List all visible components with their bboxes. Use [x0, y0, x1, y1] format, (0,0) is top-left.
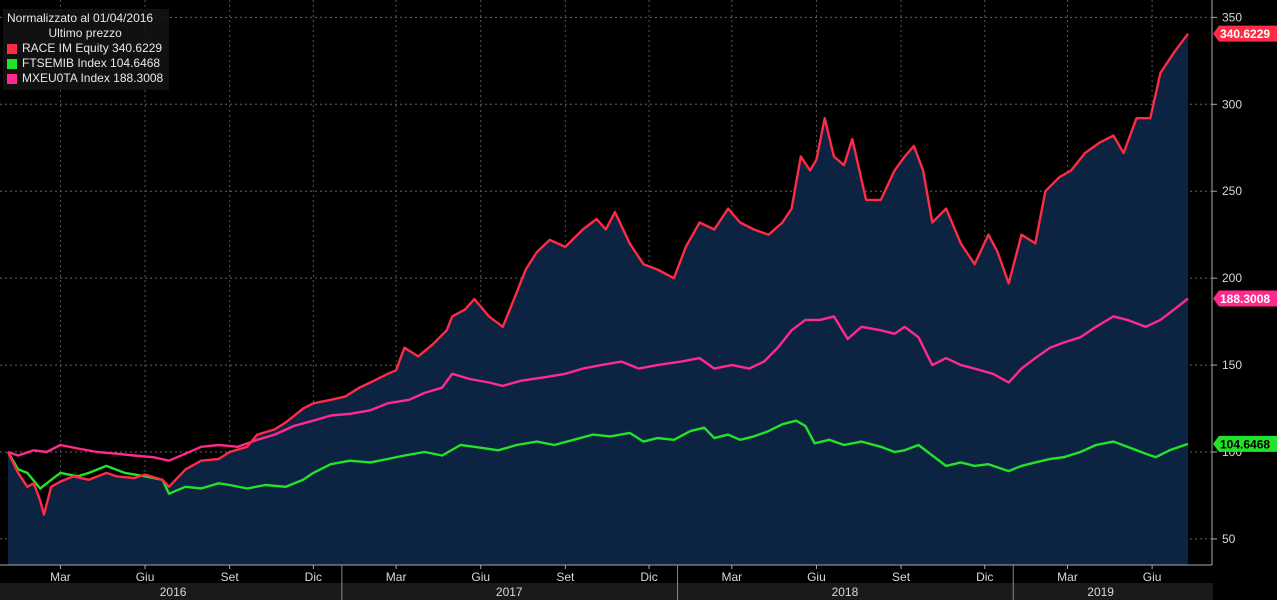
last-value-label-race: 340.6229 — [1220, 27, 1270, 41]
legend-label-ftsemib: FTSEMIB Index — [22, 56, 107, 70]
year-band — [0, 583, 1213, 600]
legend-entry-ftsemib: FTSEMIB Index 104.6468 — [7, 56, 163, 71]
legend-value-ftsemib: 104.6468 — [110, 56, 161, 70]
legend-entry-mxeu: MXEU0TA Index 188.3008 — [7, 71, 163, 86]
legend-title: Normalizzato al 01/04/2016 — [7, 11, 154, 25]
y-tick-label-200: 200 — [1222, 271, 1242, 285]
legend-value-mxeu: 188.3008 — [113, 71, 164, 85]
last-value-tag-mxeu0ta — [1213, 290, 1277, 307]
last-value-tag-ftsemib — [1213, 435, 1277, 452]
x-tick-label-6: Set — [556, 570, 575, 584]
area-fill-race — [8, 33, 1188, 565]
legend-entry-race: RACE IM Equity 340.6229 — [7, 41, 163, 56]
last-value-label-mxeu0ta: 188.3008 — [1220, 292, 1270, 306]
x-tick-label-2: Set — [221, 570, 240, 584]
y-tick-label-250: 250 — [1222, 184, 1242, 198]
x-tick-label-1: Giu — [136, 570, 155, 584]
last-value-tag-race — [1213, 25, 1277, 42]
year-label-2017: 2017 — [496, 585, 523, 599]
x-tick-label-8: Mar — [721, 570, 742, 584]
legend: Normalizzato al 01/04/2016 Ultimo prezzo… — [3, 9, 170, 90]
legend-swatch-race — [7, 43, 17, 54]
year-label-2018: 2018 — [832, 585, 859, 599]
x-tick-label-3: Dic — [305, 570, 322, 584]
legend-swatch-ftsemib — [7, 58, 17, 69]
x-tick-label-5: Giu — [471, 570, 490, 584]
x-tick-label-13: Giu — [1143, 570, 1162, 584]
year-label-2019: 2019 — [1087, 585, 1114, 599]
legend-label-mxeu: MXEU0TA Index — [22, 71, 110, 85]
last-value-label-ftsemib: 104.6468 — [1220, 437, 1270, 451]
year-label-2016: 2016 — [160, 585, 187, 599]
y-tick-label-300: 300 — [1222, 97, 1242, 111]
x-tick-label-11: Dic — [976, 570, 993, 584]
series-line-mxeu0ta — [7, 297, 1189, 462]
legend-label-race: RACE IM Equity — [22, 41, 109, 55]
legend-swatch-mxeu — [7, 73, 17, 84]
y-tick-label-50: 50 — [1222, 532, 1236, 546]
series-line-ftsemib — [6, 419, 1189, 495]
x-tick-label-0: Mar — [50, 570, 71, 584]
x-tick-label-10: Set — [892, 570, 911, 584]
series-line-race — [6, 32, 1189, 516]
y-tick-label-150: 150 — [1222, 358, 1242, 372]
legend-subtitle: Ultimo prezzo — [48, 26, 122, 40]
x-tick-label-12: Mar — [1057, 570, 1078, 584]
x-tick-label-4: Mar — [386, 570, 407, 584]
y-tick-label-350: 350 — [1222, 10, 1242, 24]
legend-value-race: 340.6229 — [112, 41, 163, 55]
x-tick-label-7: Dic — [640, 570, 657, 584]
x-tick-label-9: Giu — [807, 570, 826, 584]
